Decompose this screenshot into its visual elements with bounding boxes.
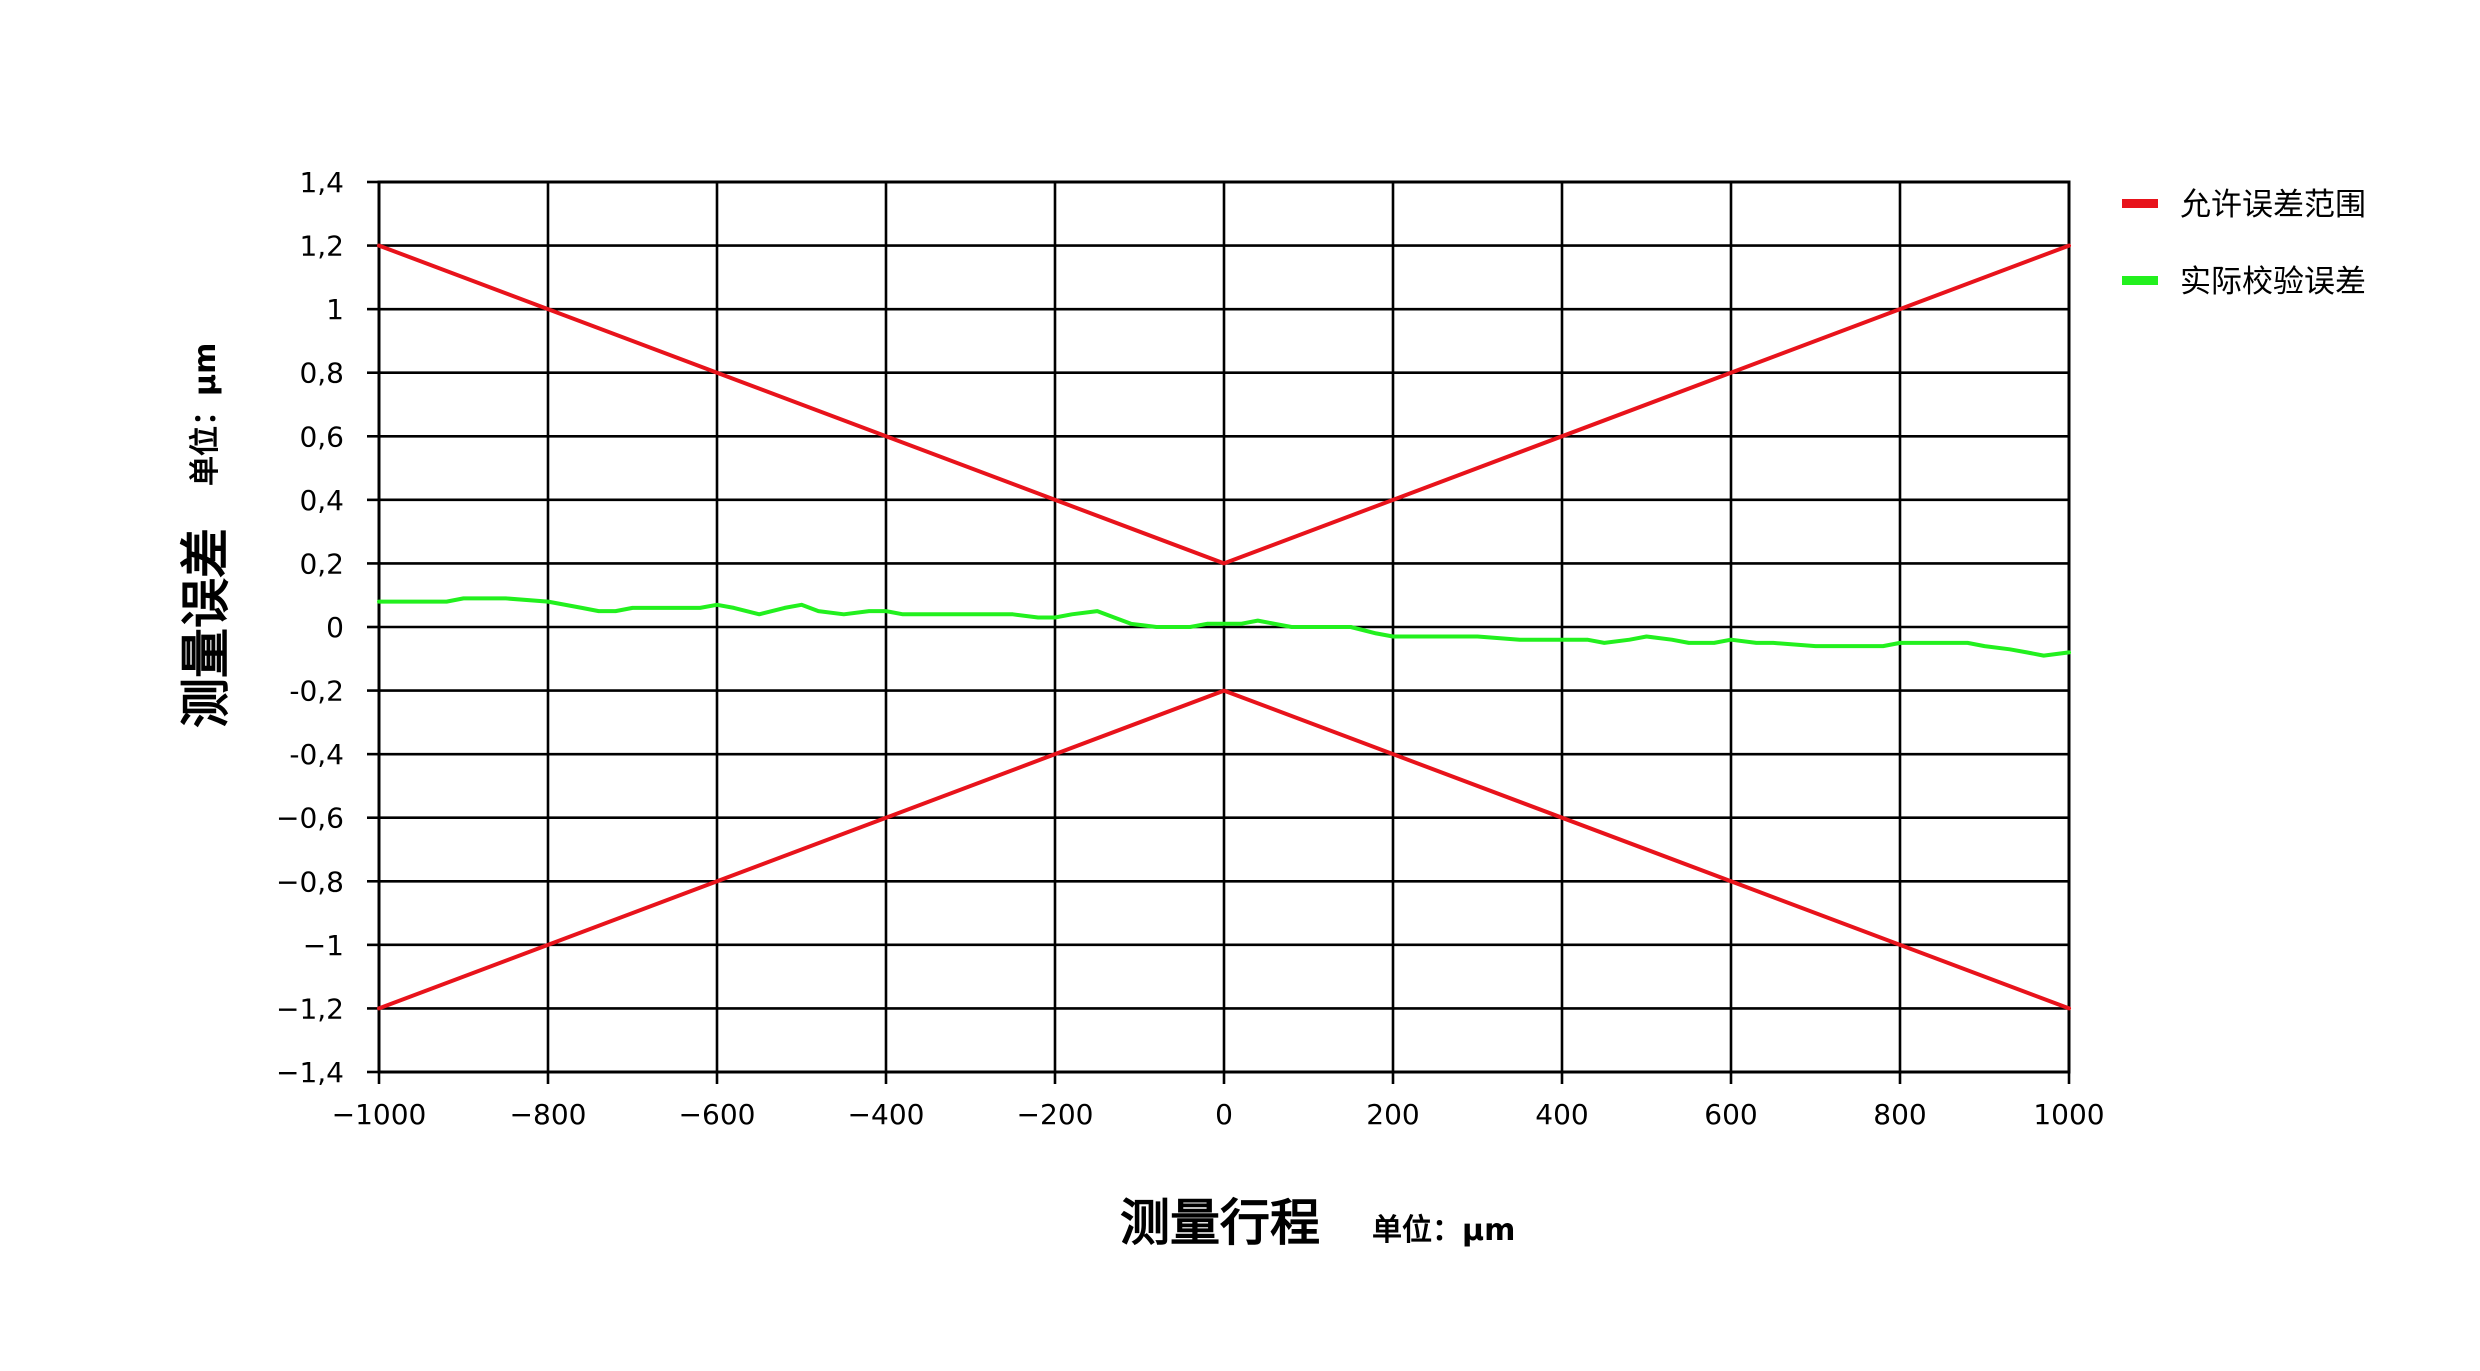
y-tick-label: −1,4 xyxy=(276,1056,344,1089)
legend-swatch-measured-error xyxy=(2122,276,2158,285)
y-tick-label: 0,4 xyxy=(299,484,344,517)
x-tick-label: 1000 xyxy=(2033,1098,2104,1131)
y-tick-label: -0,2 xyxy=(289,675,344,708)
legend: 允许误差范围 实际校验误差 xyxy=(2122,187,2366,300)
series-line-measured-error xyxy=(377,596,2071,658)
y-tick-label: 0,2 xyxy=(299,547,344,580)
tick-labels-layer: −1000 −800 −600 −400 −200 0 200 400 600 800 1000 1,… xyxy=(276,166,2105,1131)
y-tick-label: −0,6 xyxy=(276,802,344,835)
legend-label-allowed-range: 允许误差范围 xyxy=(2180,187,2366,223)
x-tick-label: −200 xyxy=(1017,1098,1094,1131)
grid-layer xyxy=(377,180,2071,1074)
x-tick-label: 800 xyxy=(1873,1098,1926,1131)
x-tick-label: −600 xyxy=(679,1098,756,1131)
x-tick-label: −800 xyxy=(510,1098,587,1131)
y-tick-label: −0,8 xyxy=(276,865,344,898)
y-tick-label: −1,2 xyxy=(276,992,344,1025)
y-tick-label: 0,8 xyxy=(299,357,344,390)
y-axis-title: 测量误差 xyxy=(177,528,235,728)
x-tick-label: 200 xyxy=(1366,1098,1419,1131)
x-tick-label: 0 xyxy=(1215,1098,1233,1131)
x-tick-label: −1000 xyxy=(332,1098,427,1131)
x-tick-label: 400 xyxy=(1535,1098,1588,1131)
y-tick-label: 1,4 xyxy=(299,166,344,199)
series-line-upper-limit xyxy=(377,243,2071,566)
x-tick-label: 600 xyxy=(1704,1098,1757,1131)
y-axis-unit: 单位：μm xyxy=(188,343,223,486)
y-tick-label: 0,6 xyxy=(299,420,344,453)
y-tick-label: −1 xyxy=(303,929,344,962)
series-line-lower-limit xyxy=(377,688,2071,1011)
legend-label-measured-error: 实际校验误差 xyxy=(2180,264,2366,300)
y-tick-label: 0 xyxy=(326,611,344,644)
legend-swatch-allowed-range xyxy=(2122,199,2158,208)
y-tick-label: 1 xyxy=(326,293,344,326)
y-tick-label: -0,4 xyxy=(289,738,344,771)
plot-frame xyxy=(377,180,2071,1074)
x-axis-unit: 单位：μm xyxy=(1372,1213,1515,1248)
axis-layer xyxy=(367,180,2071,1084)
x-axis-title: 测量行程 xyxy=(1120,1194,1320,1252)
y-tick-label: 1,2 xyxy=(299,230,344,263)
series-layer xyxy=(377,243,2071,1011)
x-tick-label: −400 xyxy=(848,1098,925,1131)
